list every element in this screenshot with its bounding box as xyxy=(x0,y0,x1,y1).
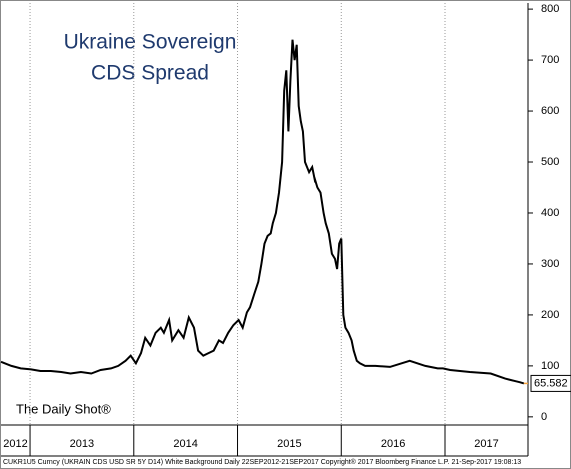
annotation: The Daily Shot® xyxy=(16,401,111,416)
x-tick-label: 2013 xyxy=(70,438,94,450)
last-value-label: 65.582 xyxy=(534,377,568,389)
y-tick-label: 600 xyxy=(541,105,559,117)
y-tick-label: 700 xyxy=(541,54,559,66)
y-tick-label: 800 xyxy=(541,3,559,15)
x-tick-label: 2015 xyxy=(277,438,301,450)
y-tick-label: 200 xyxy=(541,309,559,321)
x-tick-label: 2017 xyxy=(474,438,498,450)
x-tick-label: 2012 xyxy=(3,438,27,450)
x-tick-label: 2014 xyxy=(173,438,197,450)
last-value-box xyxy=(530,374,571,392)
chart-title: Ukraine Sovereign xyxy=(64,31,237,54)
y-tick-label: 400 xyxy=(541,207,559,219)
y-tick-label: 100 xyxy=(541,360,559,372)
x-tick-label: 2016 xyxy=(381,438,405,450)
chart-subtitle: CDS Spread xyxy=(91,62,209,85)
footer: CUKR1U5 Curncy (UKRAIN CDS USD SR 5Y D14… xyxy=(3,458,521,466)
series-line xyxy=(0,39,525,385)
y-tick-label: 0 xyxy=(541,411,547,423)
y-tick-label: 300 xyxy=(541,258,559,270)
y-tick-label: 500 xyxy=(541,156,559,168)
